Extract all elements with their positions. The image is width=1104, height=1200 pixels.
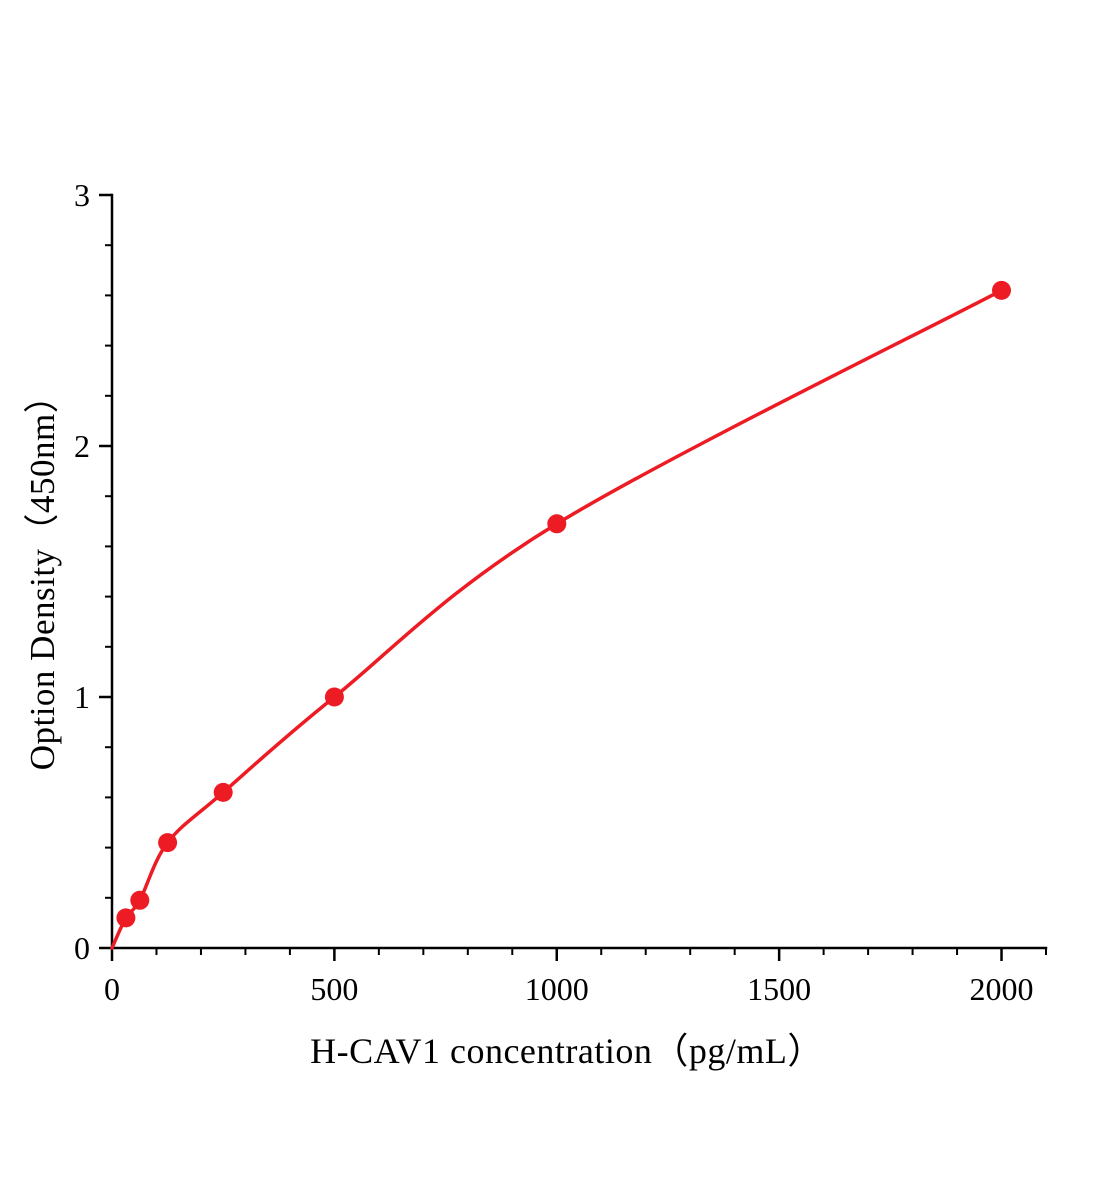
data-point	[130, 890, 150, 910]
major-ticks	[99, 193, 1003, 961]
data-point	[158, 833, 178, 853]
minor-ticks	[105, 244, 1047, 955]
axes	[110, 193, 1048, 950]
data-point	[992, 280, 1011, 300]
y-tick-label: 2	[74, 428, 90, 464]
x-axis-title: H-CAV1 concentration（pg/mL）	[310, 1031, 824, 1071]
tick-labels: 0 500 1000 1500 2000 0 1 2 3	[74, 177, 1034, 1007]
data-points	[116, 280, 1011, 928]
y-tick-label: 3	[74, 177, 90, 213]
x-tick-label: 500	[310, 971, 358, 1007]
y-tick-label: 1	[74, 679, 90, 715]
x-tick-label: 0	[104, 971, 120, 1007]
data-point	[324, 687, 344, 707]
data-point	[116, 908, 136, 928]
y-tick-label: 0	[74, 930, 90, 966]
standard-curve-line	[110, 288, 1004, 950]
x-tick-label: 2000	[970, 971, 1034, 1007]
y-axis-title: Option Density（450nm）	[23, 377, 62, 771]
x-tick-label: 1500	[747, 971, 811, 1007]
data-point	[213, 782, 233, 802]
x-tick-label: 1000	[525, 971, 589, 1007]
data-point	[547, 514, 567, 534]
